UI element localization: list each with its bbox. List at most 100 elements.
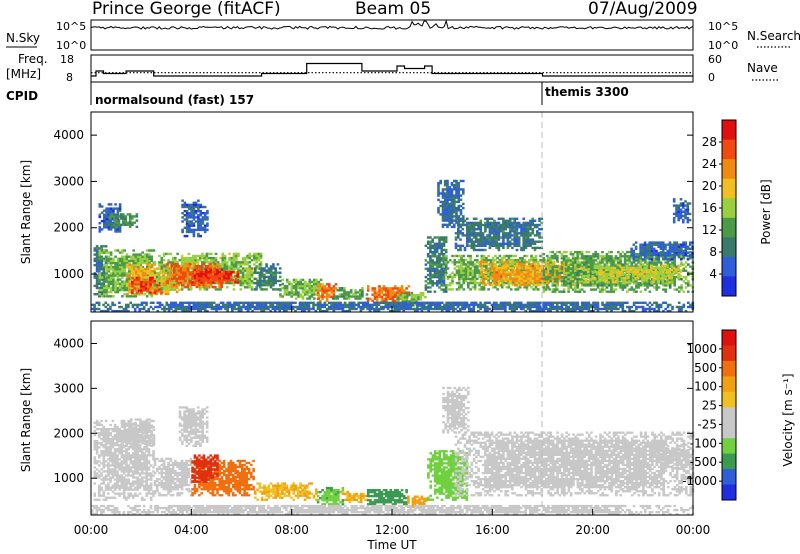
power-cell — [332, 295, 336, 298]
power-cell — [440, 273, 443, 277]
power-cell — [107, 286, 111, 290]
power-cell — [469, 254, 472, 258]
power-cell — [543, 281, 547, 285]
power-cell — [173, 286, 177, 289]
power-cell — [253, 256, 256, 260]
power-cell — [617, 284, 620, 287]
power-cell — [265, 263, 268, 266]
power-cell — [534, 288, 538, 291]
power-cell — [135, 274, 138, 277]
power-cell — [431, 250, 434, 254]
power-cell — [132, 249, 135, 252]
power-cell — [227, 270, 231, 274]
power-cell — [563, 264, 566, 268]
power-cell — [513, 268, 517, 272]
power-cell — [349, 291, 353, 294]
power-cell — [167, 284, 170, 287]
power-cell — [317, 280, 321, 284]
power-cell — [536, 230, 539, 233]
power-cell — [188, 281, 192, 285]
power-cell — [479, 279, 483, 282]
power-cell — [551, 265, 555, 268]
power-cell — [257, 256, 261, 260]
power-cell — [174, 259, 177, 262]
power-cell — [531, 279, 535, 282]
power-cell — [132, 295, 135, 298]
power-cell — [169, 252, 173, 256]
power-cell — [254, 288, 257, 291]
power-cell — [471, 277, 475, 281]
power-cell — [170, 275, 174, 278]
power-cell — [103, 286, 106, 290]
power-cell — [502, 266, 505, 270]
power-cell — [646, 261, 649, 264]
power-cell — [198, 254, 202, 258]
power-cell — [574, 266, 578, 270]
power-cell — [105, 211, 108, 214]
power-cell — [107, 228, 111, 231]
power-cell — [536, 277, 539, 280]
power-cell — [183, 214, 187, 217]
power-cell — [136, 261, 140, 265]
power-cell — [504, 275, 508, 278]
power-cell — [444, 256, 447, 260]
power-cell — [239, 281, 243, 285]
power-cell — [580, 261, 584, 264]
power-cell — [200, 265, 203, 268]
power-cell — [186, 285, 190, 289]
power-cell — [522, 217, 525, 220]
power-cell — [358, 297, 362, 300]
power-cell — [481, 236, 485, 239]
power-cell — [175, 283, 178, 287]
power-cell — [209, 268, 212, 272]
power-cell — [107, 203, 111, 206]
power-cell — [230, 256, 234, 260]
power-cell — [107, 290, 111, 294]
power-cell — [130, 259, 133, 263]
power-cell — [525, 288, 529, 291]
power-cell — [258, 275, 262, 279]
power-cell — [450, 213, 454, 216]
power-cell — [105, 272, 108, 275]
power-cell — [399, 296, 402, 299]
power-cell — [345, 297, 348, 300]
power-cell — [441, 192, 445, 195]
power-cell — [258, 279, 262, 283]
power-cell — [589, 282, 593, 285]
power-cell — [571, 275, 575, 279]
power-cell — [438, 273, 441, 277]
power-cell — [107, 209, 111, 212]
power-cell — [440, 284, 443, 287]
power-cell — [137, 283, 141, 286]
power-cell — [306, 297, 309, 300]
power-cell — [130, 255, 133, 258]
freq-label-top: Freq. — [18, 52, 48, 66]
power-cell — [481, 244, 485, 247]
power-cell — [269, 267, 273, 270]
power-cell — [583, 265, 586, 268]
power-cell — [475, 244, 478, 247]
power-cell — [308, 297, 312, 300]
power-cell — [345, 293, 348, 296]
power-cell — [325, 283, 329, 286]
power-cell — [457, 244, 460, 247]
power-cell — [112, 284, 115, 288]
power-cell — [400, 291, 404, 294]
power-cell — [225, 270, 228, 274]
power-cell — [477, 221, 480, 225]
power-cell — [134, 255, 138, 258]
power-cell — [216, 270, 219, 274]
power-cell — [487, 275, 490, 279]
power-cell — [478, 281, 481, 285]
power-cell — [232, 254, 236, 258]
power-cell — [567, 260, 571, 263]
power-cell — [294, 291, 298, 294]
power-cell — [144, 274, 147, 277]
power-cell — [437, 190, 440, 193]
power-cell — [664, 271, 667, 275]
power-cell — [155, 272, 159, 275]
power-cell — [513, 275, 517, 278]
power-cell — [220, 283, 223, 287]
power-cell — [149, 283, 152, 286]
power-cell — [462, 275, 466, 279]
